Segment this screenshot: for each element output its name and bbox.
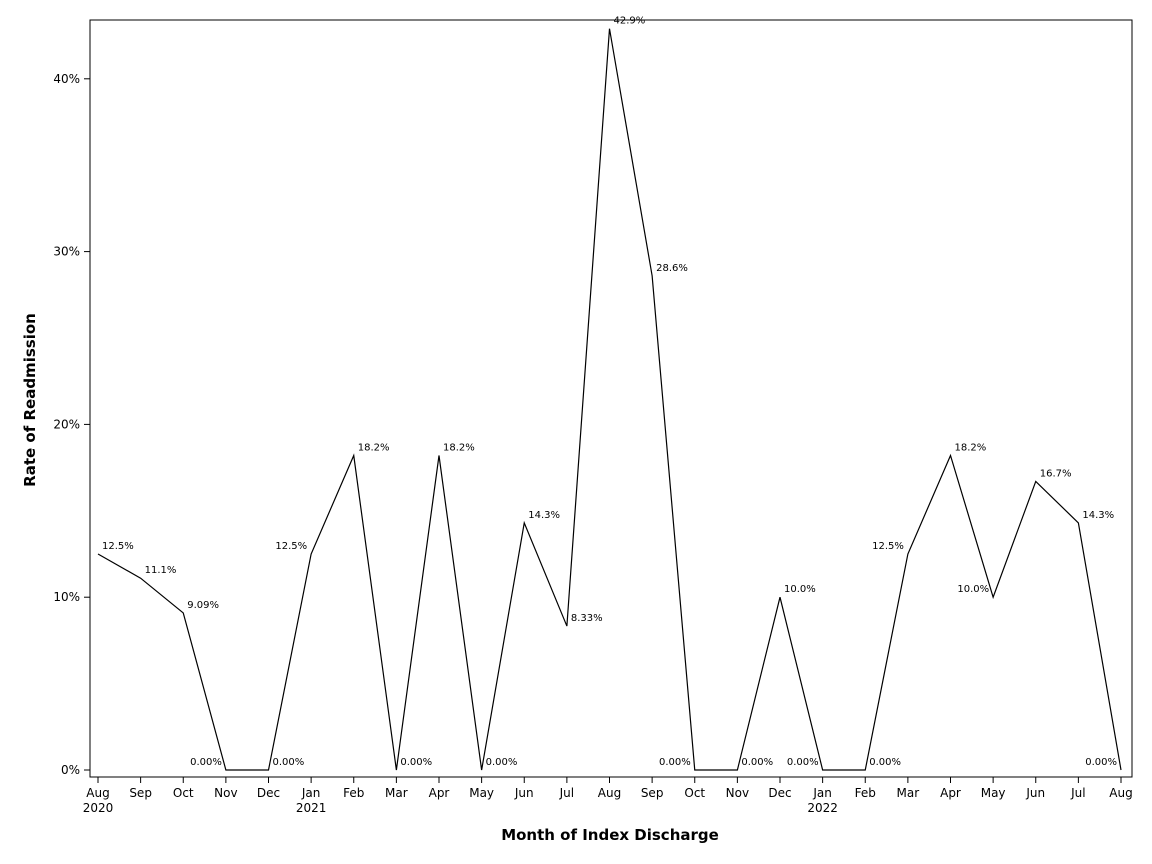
x-tick-label: Nov [214,786,237,800]
data-point [395,769,398,772]
x-tick-label: Jul [1070,786,1085,800]
data-point [523,521,526,524]
y-axis-title: Rate of Readmission [21,313,39,487]
data-point [779,596,782,599]
data-point [182,611,185,614]
x-tick-label: Sep [641,786,664,800]
data-label: 10.0% [784,584,816,595]
x-tick-label: Mar [897,786,920,800]
x-tick-year-label: 2022 [807,801,838,815]
x-tick-label: Apr [940,786,961,800]
series-group [97,27,1123,772]
x-tick-label: Nov [726,786,749,800]
x-tick-label: Jul [559,786,574,800]
data-point [267,769,270,772]
x-tick-label: Aug [598,786,621,800]
x-tick-label: Dec [257,786,280,800]
data-label: 10.0% [957,584,989,595]
data-label: 9.09% [187,600,219,611]
x-tick-label: Aug [86,786,109,800]
x-tick-label: May [981,786,1006,800]
data-point [310,553,313,556]
data-labels: 12.5% 11.1% 9.09% 0.00% 0.00% 12.5% 18.2% 0.00%… [102,16,1117,768]
x-tick-label: Dec [768,786,791,800]
x-tick-label: Jun [1025,786,1045,800]
data-point [224,769,227,772]
x-tick-label: Feb [855,786,876,800]
data-point [139,577,142,580]
x-tick-label: Jun [514,786,534,800]
x-tick-year-label: 2020 [83,801,114,815]
data-label: 16.7% [1040,468,1072,479]
data-point [1077,521,1080,524]
y-tick-label: 0% [61,763,80,777]
data-label: 0.00% [869,757,901,768]
data-label: 0.00% [190,757,222,768]
y-tick-label: 40% [53,72,80,86]
data-point [821,769,824,772]
data-label: 18.2% [955,443,987,454]
data-point [693,769,696,772]
data-point [651,274,654,277]
data-label: 28.6% [656,263,688,274]
data-point [864,769,867,772]
data-label: 12.5% [872,541,904,552]
x-tick-label: Aug [1109,786,1132,800]
data-point [97,553,100,556]
data-label: 12.5% [275,541,307,552]
data-label: 18.2% [443,443,475,454]
data-label: 8.33% [571,613,603,624]
data-point [1120,769,1123,772]
data-point [949,454,952,457]
x-tick-label: Oct [684,786,705,800]
x-tick-year-label: 2021 [296,801,327,815]
y-tick-label: 30% [53,245,80,259]
data-label: 0.00% [787,757,819,768]
data-label: 42.9% [614,16,646,27]
y-tick-label: 10% [53,590,80,604]
data-label: 0.00% [741,757,773,768]
x-tick-label: Apr [429,786,450,800]
data-point [565,625,568,628]
data-label: 12.5% [102,541,134,552]
x-tick-label: Jan [301,786,321,800]
data-label: 0.00% [486,757,518,768]
x-tick-label: Sep [129,786,152,800]
data-label: 0.00% [659,757,691,768]
data-point [480,769,483,772]
y-axis: 0% 10% 20% 30% 40% [53,72,90,777]
data-point [438,454,441,457]
plot-frame [89,19,1133,778]
data-label: 0.00% [1085,757,1117,768]
data-point [1034,480,1037,483]
series-line [97,28,1122,771]
data-label: 18.2% [358,443,390,454]
data-point [906,553,909,556]
data-label: 0.00% [273,757,305,768]
x-tick-label: Feb [343,786,364,800]
x-tick-label: May [469,786,494,800]
data-point [992,596,995,599]
data-label: 11.1% [145,565,177,576]
data-point [608,27,611,30]
y-tick-label: 20% [53,417,80,431]
data-point [352,454,355,457]
x-axis-title: Month of Index Discharge [501,826,719,844]
data-point [736,769,739,772]
data-label: 0.00% [400,757,432,768]
data-label: 14.3% [528,510,560,521]
x-tick-label: Oct [173,786,194,800]
data-label: 14.3% [1082,510,1114,521]
x-tick-label: Mar [385,786,408,800]
x-tick-label: Jan [812,786,832,800]
